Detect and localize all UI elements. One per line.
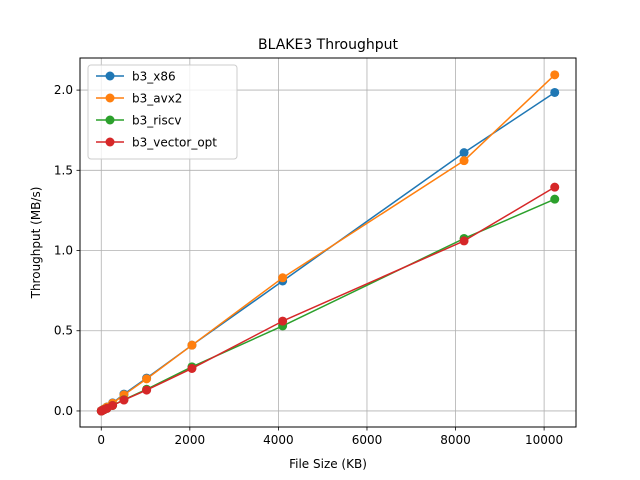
- ticks: 0 2000 4000 6000 8000 10000 0.0 0.5 1.0 1.5 2.0: [54, 83, 563, 447]
- y-tick-label: 1.0: [54, 244, 73, 258]
- y-axis-label: Throughput (MB/s): [29, 187, 43, 300]
- legend-label: b3_vector_opt: [132, 136, 217, 150]
- legend-label: b3_x86: [132, 70, 176, 84]
- legend-item-b3_riscv: b3_riscv: [96, 114, 181, 128]
- legend-marker: [105, 93, 115, 103]
- data-point: [550, 182, 560, 192]
- legend: b3_x86 b3_avx2 b3_riscv b3_vector_opt: [87, 64, 238, 160]
- x-tick-label: 4000: [263, 433, 294, 447]
- x-tick-label: 0: [97, 433, 105, 447]
- data-point: [550, 194, 560, 204]
- x-axis-label: File Size (KB): [289, 457, 367, 471]
- data-point: [278, 316, 288, 326]
- legend-marker: [105, 137, 115, 147]
- legend-marker: [105, 71, 115, 81]
- data-point: [142, 374, 152, 384]
- y-tick-label: 0.0: [54, 404, 73, 418]
- x-tick-label: 6000: [352, 433, 383, 447]
- legend-item-b3_vector_opt: b3_vector_opt: [96, 136, 217, 150]
- y-tick-label: 1.5: [54, 163, 73, 177]
- data-point: [550, 70, 560, 80]
- data-point: [459, 236, 469, 246]
- y-tick-label: 0.5: [54, 324, 73, 338]
- legend-item-b3_x86: b3_x86: [96, 70, 176, 84]
- data-point: [459, 156, 469, 166]
- x-tick-label: 2000: [175, 433, 206, 447]
- data-point: [108, 401, 118, 410]
- grid: [80, 58, 576, 427]
- chart-title: BLAKE3 Throughput: [258, 37, 399, 53]
- y-tick-label: 2.0: [54, 83, 73, 97]
- data-point: [550, 87, 560, 97]
- legend-label: b3_riscv: [132, 114, 181, 128]
- x-tick-label: 10000: [525, 433, 563, 447]
- data-point: [187, 340, 197, 350]
- data-point: [142, 385, 152, 395]
- series-layer: [96, 70, 560, 416]
- data-point: [119, 395, 129, 405]
- data-point: [187, 363, 197, 373]
- legend-label: b3_avx2: [132, 92, 182, 106]
- data-point: [278, 273, 288, 283]
- data-point: [459, 148, 469, 158]
- x-tick-label: 8000: [440, 433, 471, 447]
- legend-item-b3_avx2: b3_avx2: [96, 92, 182, 106]
- legend-marker: [105, 115, 115, 125]
- series-b3_vector_opt: [96, 182, 560, 416]
- plot-frame: [79, 57, 577, 428]
- legend-box: [87, 64, 238, 160]
